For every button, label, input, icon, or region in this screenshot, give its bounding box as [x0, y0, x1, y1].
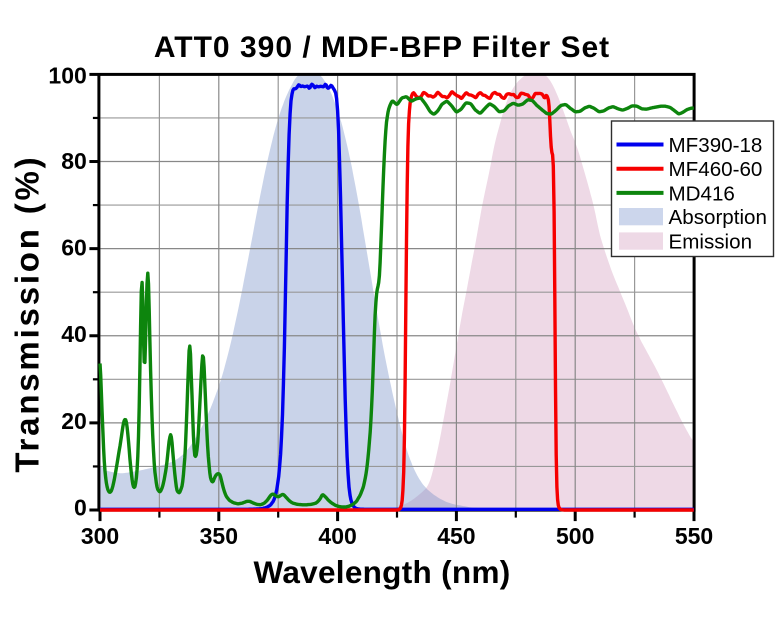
svg-text:80: 80: [61, 148, 87, 174]
svg-text:MD416: MD416: [669, 182, 735, 205]
svg-text:60: 60: [61, 235, 87, 261]
svg-text:550: 550: [675, 523, 713, 549]
svg-text:500: 500: [556, 523, 594, 549]
svg-text:350: 350: [200, 523, 238, 549]
svg-text:400: 400: [318, 523, 356, 549]
svg-text:Absorption: Absorption: [669, 206, 767, 229]
svg-text:Transmission (%): Transmission (%): [9, 155, 46, 473]
svg-text:300: 300: [81, 523, 119, 549]
svg-text:MF460-60: MF460-60: [669, 158, 763, 181]
svg-text:ATT0 390 / MDF-BFP Filter Set: ATT0 390 / MDF-BFP Filter Set: [154, 31, 610, 64]
svg-text:MF390-18: MF390-18: [669, 134, 763, 157]
svg-text:20: 20: [61, 408, 87, 434]
svg-text:0: 0: [74, 495, 87, 521]
svg-text:40: 40: [61, 321, 87, 347]
svg-text:Wavelength (nm): Wavelength (nm): [253, 554, 510, 590]
svg-text:100: 100: [48, 62, 86, 88]
svg-text:450: 450: [437, 523, 475, 549]
svg-text:Emission: Emission: [669, 231, 753, 254]
